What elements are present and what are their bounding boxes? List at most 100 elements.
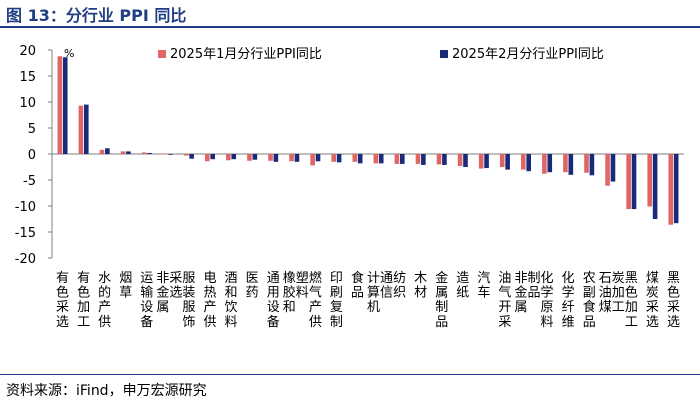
title-rule [0, 26, 700, 28]
category-label: 医药 [246, 271, 259, 301]
category-label: 化学纤维 [562, 271, 575, 330]
category-label: 酒和饮料 [225, 271, 238, 330]
bar-feb [484, 154, 489, 169]
category-label: 运输设备 [140, 271, 153, 330]
y-tick-label: 5 [28, 122, 36, 137]
bar-feb [378, 154, 384, 164]
bar-feb [421, 154, 426, 165]
y-tick-label: 20 [19, 44, 36, 59]
bar-jan [457, 154, 463, 166]
category-label: 汽车 [477, 271, 490, 301]
bar-jan [647, 154, 652, 207]
bar-feb [547, 154, 553, 173]
bar-feb [315, 154, 321, 162]
bar-jan [352, 154, 358, 162]
bar-feb [505, 154, 510, 170]
category-label: 印刷复制 [330, 271, 343, 330]
category-label: 金属制品 [435, 270, 448, 330]
category-label: 造纸 [456, 271, 469, 301]
bar-jan [626, 154, 631, 210]
category-label: 橡胶和塑料 [283, 271, 309, 315]
bar-feb [589, 154, 595, 176]
bar-feb [357, 154, 363, 164]
category-label: 非金属采选 [156, 271, 182, 315]
bar-jan [373, 154, 379, 164]
bar-jan [668, 154, 674, 225]
bar-jan [563, 154, 568, 173]
y-tick-label: -5 [23, 174, 36, 189]
bar-jan [310, 154, 315, 166]
category-label: 燃气产供 [309, 270, 322, 330]
bar-jan [478, 154, 484, 169]
bar-jan [521, 154, 526, 170]
bars [57, 56, 679, 225]
category-label: 黑色采选 [667, 271, 680, 330]
y-tick-label: 0 [28, 148, 36, 163]
bar-feb [442, 154, 447, 165]
category-label: 石油煤炭加工 [599, 271, 625, 315]
legend-label: 2025年2月分行业PPI同比 [452, 47, 604, 62]
bar-feb [84, 104, 89, 154]
bar-feb [126, 151, 131, 154]
category-label: 有色加工 [77, 271, 90, 330]
y-axis: 20 15 10 5 0 -5 -10 -15 -20 [15, 44, 684, 267]
bar-feb [568, 154, 574, 175]
bar-jan [415, 154, 421, 164]
bar-feb [294, 154, 300, 162]
category-label: 纺织 [393, 271, 406, 301]
category-label: 木材 [414, 271, 427, 301]
category-label: 农副食品 [583, 271, 596, 330]
unit-label: % [64, 47, 74, 60]
y-tick-label: -15 [15, 226, 36, 241]
bar-jan [394, 154, 400, 164]
category-label: 黑色加工 [625, 271, 638, 330]
bar-feb [62, 57, 68, 154]
bar-jan [205, 154, 210, 162]
bar-feb [526, 154, 531, 172]
y-tick-label: -20 [15, 252, 36, 267]
bar-jan [499, 154, 505, 167]
bar-feb [400, 154, 405, 164]
bar-jan [183, 154, 189, 156]
bar-jan [289, 154, 294, 162]
category-label: 烟草 [119, 271, 132, 301]
legend-label: 2025年1月分行业PPI同比 [170, 47, 322, 62]
bar-feb [673, 154, 679, 224]
bar-feb [210, 154, 215, 160]
y-tick-label: 15 [19, 70, 36, 85]
category-label: 有色采选 [56, 271, 69, 330]
category-label: 食品 [351, 270, 364, 301]
category-label: 非金属制品 [514, 271, 540, 315]
bar-jan [78, 105, 84, 154]
bar-feb [610, 154, 616, 182]
legend-swatch [440, 50, 448, 58]
category-label: 水的产供 [98, 271, 111, 330]
source-note: 资料来源：iFind，申万宏源研究 [6, 383, 207, 399]
bar-jan [605, 154, 610, 186]
category-label: 化学原料 [541, 271, 554, 330]
category-label: 电热产供 [203, 271, 216, 330]
bar-feb [147, 152, 152, 154]
category-label: 服装服饰 [182, 271, 195, 330]
bar-jan [99, 149, 105, 154]
bar-jan [120, 151, 126, 154]
source-rule [0, 374, 700, 375]
bar-feb [189, 154, 194, 159]
bar-feb [168, 154, 173, 155]
bar-feb [463, 154, 468, 167]
bar-feb [273, 154, 279, 162]
figure-title: 图 13：分行业 PPI 同比 [6, 6, 187, 25]
bar-feb [105, 148, 110, 154]
bar-jan [141, 152, 147, 154]
bar-jan [584, 154, 589, 173]
bar-feb [231, 154, 237, 160]
y-tick-label: -10 [15, 200, 36, 215]
bar-jan [436, 154, 442, 165]
bar-jan [247, 154, 252, 161]
bar-feb [252, 154, 258, 160]
category-label: 煤炭采选 [646, 271, 659, 330]
y-tick-label: 10 [19, 96, 36, 111]
bar-jan [331, 154, 336, 162]
bar-feb [336, 154, 342, 163]
